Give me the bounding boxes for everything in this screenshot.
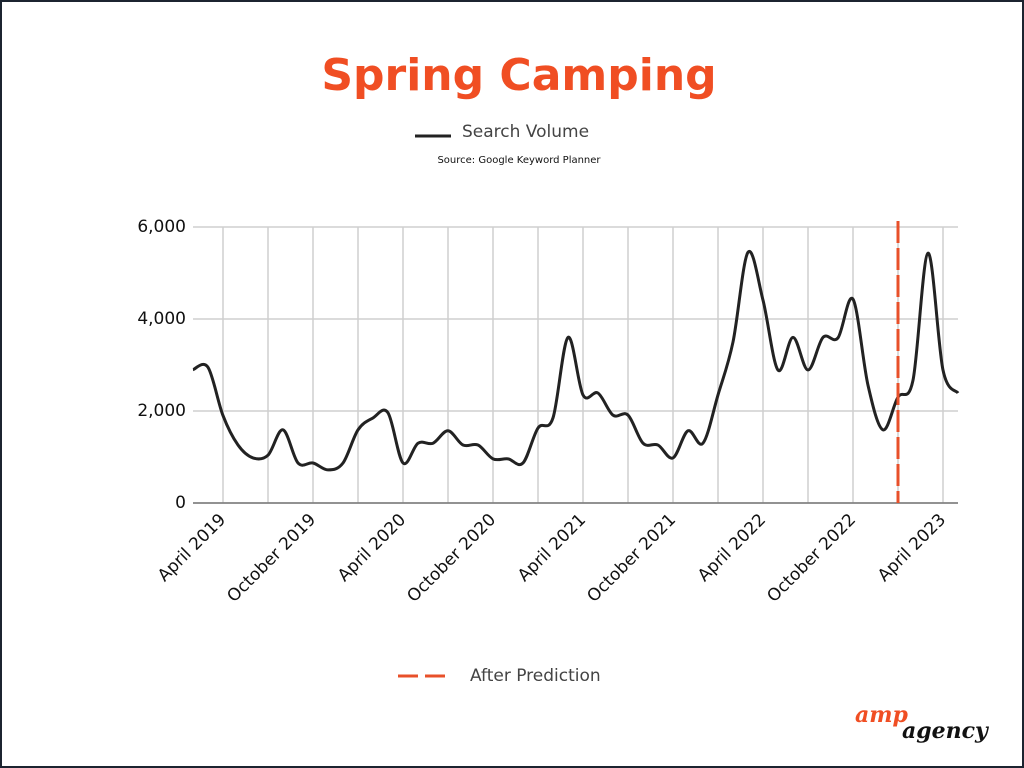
y-tick-label: 6,000	[137, 217, 186, 237]
line-series	[192, 249, 960, 472]
legend-label: Search Volume	[462, 122, 589, 142]
y-tick-label: 4,000	[137, 309, 186, 329]
logo-bottom: agency	[902, 718, 990, 744]
annotation-label: After Prediction	[470, 666, 601, 686]
chart-title: Spring Camping	[321, 50, 716, 101]
subtitle: Source: Google Keyword Planner	[437, 155, 601, 166]
y-tick-label: 2,000	[137, 401, 186, 421]
y-tick-label: 0	[175, 493, 186, 513]
logo-top: amp	[855, 702, 909, 728]
